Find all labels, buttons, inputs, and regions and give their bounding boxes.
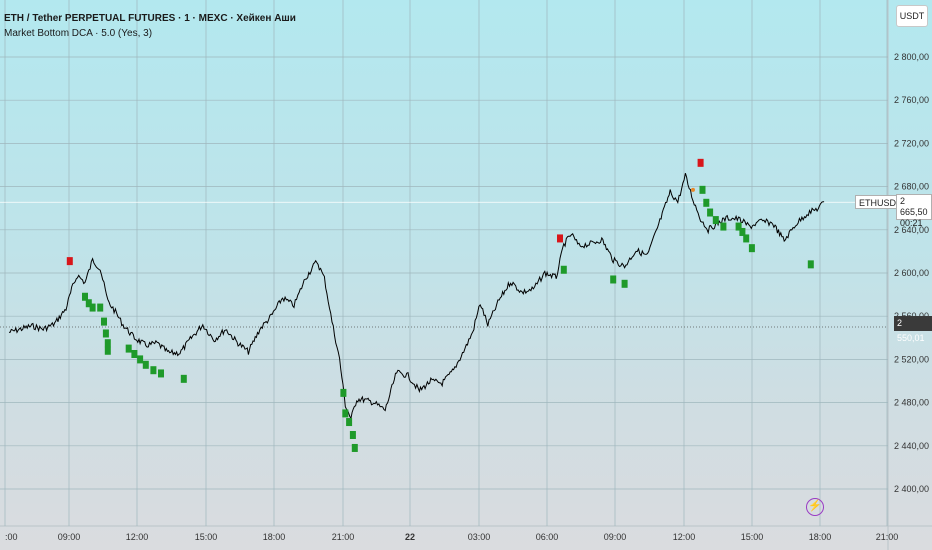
buy-marker[interactable] xyxy=(180,374,187,383)
time-tick-label: 22 xyxy=(405,532,415,542)
last-price-tag: 2 665,50 00:21 xyxy=(896,194,932,228)
time-tick-label: 03:00 xyxy=(468,532,491,542)
buy-marker[interactable] xyxy=(158,369,164,378)
buy-marker[interactable] xyxy=(735,222,742,231)
buy-marker[interactable] xyxy=(104,346,111,355)
time-tick-label: 21:00 xyxy=(332,532,355,542)
buy-marker[interactable] xyxy=(142,360,149,369)
buy-marker[interactable] xyxy=(137,355,144,364)
sell-marker[interactable] xyxy=(66,257,73,266)
buy-marker[interactable] xyxy=(89,303,96,312)
time-tick-label: :00 xyxy=(5,532,18,542)
time-tick-label: 15:00 xyxy=(741,532,764,542)
buy-marker[interactable] xyxy=(82,292,88,301)
price-tick-label: 2 400,00 xyxy=(894,484,929,494)
time-tick-label: 18:00 xyxy=(263,532,286,542)
time-tick-label: 09:00 xyxy=(604,532,627,542)
price-tick-label: 2 480,00 xyxy=(894,398,929,408)
buy-marker[interactable] xyxy=(349,431,356,439)
buy-marker[interactable] xyxy=(104,339,111,348)
currency-unit-button[interactable]: USDT xyxy=(896,5,928,27)
buy-marker[interactable] xyxy=(748,244,755,253)
symbol-title[interactable]: ETH / Tether PERPETUAL FUTURES · 1 · MEX… xyxy=(4,13,296,24)
time-tick-label: 12:00 xyxy=(126,532,149,542)
time-tick-label: 15:00 xyxy=(195,532,218,542)
price-tick-label: 2 680,00 xyxy=(894,182,929,192)
crosshair-price-tag: 2 550,01 xyxy=(894,316,932,343)
buy-marker[interactable] xyxy=(739,227,746,236)
buy-marker[interactable] xyxy=(125,344,132,353)
buy-marker[interactable] xyxy=(340,388,347,397)
price-tick-label: 2 800,00 xyxy=(894,52,929,62)
buy-marker[interactable] xyxy=(150,366,157,375)
price-tick-label: 2 520,00 xyxy=(894,354,929,364)
buy-marker[interactable] xyxy=(346,418,353,427)
price-tick-label: 2 640,00 xyxy=(894,225,929,235)
bar-countdown: 00:21 xyxy=(900,218,923,228)
buy-marker[interactable] xyxy=(707,208,714,217)
price-tick-label: 2 600,00 xyxy=(894,268,929,278)
price-tick-label: 2 720,00 xyxy=(894,138,929,148)
price-tick-label: 2 440,00 xyxy=(894,441,929,451)
buy-marker[interactable] xyxy=(85,299,92,308)
buy-marker[interactable] xyxy=(97,303,104,312)
buy-marker[interactable] xyxy=(712,216,719,225)
buy-marker[interactable] xyxy=(131,350,138,358)
time-tick-label: 12:00 xyxy=(673,532,696,542)
sell-marker[interactable] xyxy=(697,158,704,167)
time-tick-label: 18:00 xyxy=(809,532,832,542)
buy-marker[interactable] xyxy=(807,260,814,269)
price-tick-label: 2 760,00 xyxy=(894,95,929,105)
last-price-value: 2 665,50 xyxy=(900,196,928,217)
time-tick-label: 09:00 xyxy=(58,532,81,542)
price-series-line xyxy=(8,173,825,420)
time-tick-label: 21:00 xyxy=(876,532,899,542)
buy-marker[interactable] xyxy=(621,279,628,288)
indicator-title[interactable]: Market Bottom DCA · 5.0 (Yes, 3) xyxy=(4,28,153,39)
time-tick-label: 06:00 xyxy=(536,532,559,542)
buy-marker[interactable] xyxy=(720,222,727,231)
lightning-icon[interactable]: ⚡ xyxy=(806,498,824,516)
buy-marker[interactable] xyxy=(101,317,107,326)
buy-marker[interactable] xyxy=(351,443,358,452)
buy-marker[interactable] xyxy=(610,275,617,284)
buy-marker[interactable] xyxy=(743,234,750,243)
warn-marker[interactable] xyxy=(691,187,695,192)
buy-marker[interactable] xyxy=(703,198,710,207)
sell-marker[interactable] xyxy=(557,234,563,243)
buy-marker[interactable] xyxy=(102,329,109,338)
buy-marker[interactable] xyxy=(342,409,349,418)
buy-marker[interactable] xyxy=(560,265,567,274)
buy-marker[interactable] xyxy=(699,185,706,194)
